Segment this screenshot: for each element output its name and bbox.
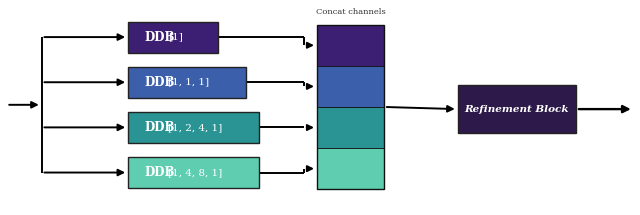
Text: [1, 2, 4, 1]: [1, 2, 4, 1] <box>168 123 223 132</box>
Text: [1]: [1] <box>168 33 183 41</box>
FancyBboxPatch shape <box>128 22 218 53</box>
FancyBboxPatch shape <box>458 85 576 133</box>
Text: DDB: DDB <box>144 31 174 44</box>
Text: DDB: DDB <box>144 166 174 179</box>
Text: [1, 1, 1]: [1, 1, 1] <box>168 78 209 87</box>
FancyBboxPatch shape <box>128 112 259 143</box>
FancyBboxPatch shape <box>317 66 384 107</box>
FancyBboxPatch shape <box>317 148 384 189</box>
Text: DDB: DDB <box>144 121 174 134</box>
FancyBboxPatch shape <box>128 157 259 188</box>
Text: DDB: DDB <box>144 76 174 89</box>
FancyBboxPatch shape <box>128 67 246 98</box>
FancyBboxPatch shape <box>317 107 384 148</box>
Text: [1, 4, 8, 1]: [1, 4, 8, 1] <box>168 168 223 177</box>
FancyBboxPatch shape <box>317 25 384 66</box>
Text: Concat channels: Concat channels <box>316 8 385 16</box>
Text: Refinement Block: Refinement Block <box>465 105 569 114</box>
